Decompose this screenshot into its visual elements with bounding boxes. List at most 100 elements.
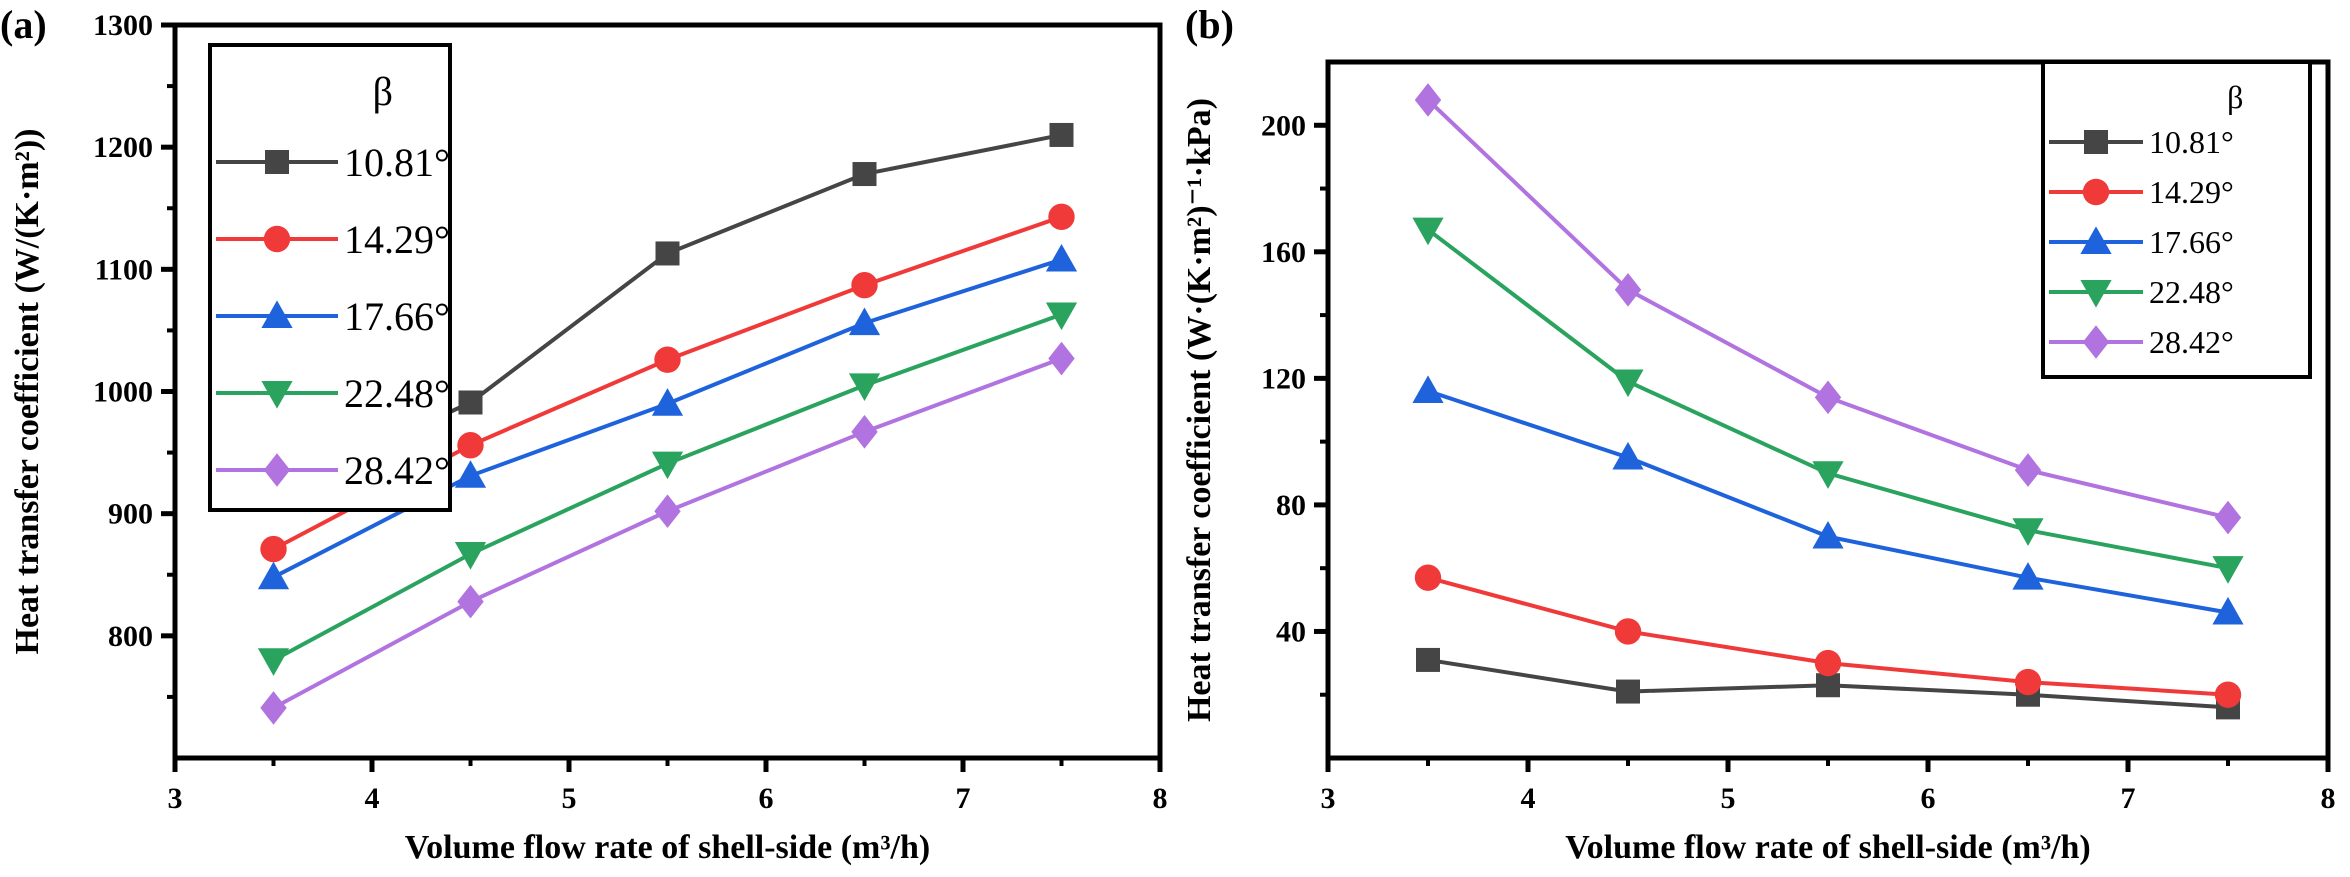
square-marker <box>655 241 680 266</box>
square-marker <box>1049 122 1074 147</box>
y-tick-label: 800 <box>108 620 153 653</box>
x-tick-label: 5 <box>1721 782 1736 815</box>
circle-marker <box>260 535 287 563</box>
series-2842 <box>1414 83 2242 535</box>
diamond-marker <box>1048 341 1075 376</box>
square-marker <box>265 150 289 174</box>
legend-label: 17.66° <box>344 294 450 339</box>
diamond-marker <box>1414 83 1442 117</box>
triangle-up-marker <box>1045 243 1078 272</box>
diamond-marker <box>260 691 287 725</box>
circle-marker <box>2214 681 2242 708</box>
y-tick-label: 1200 <box>93 131 153 164</box>
y-tick-label: 1000 <box>93 376 153 409</box>
y-tick-label: 80 <box>1276 489 1306 522</box>
x-tick-label: 5 <box>562 782 577 815</box>
x-tick-label: 6 <box>759 782 774 815</box>
x-tick-label: 4 <box>1521 782 1536 815</box>
legend-label: 28.42° <box>344 448 450 493</box>
x-axis-title: Volume flow rate of shell-side (m³/h) <box>1565 829 2091 866</box>
legend-frame <box>2041 60 2312 379</box>
legend-label: 22.48° <box>2149 274 2234 310</box>
diamond-marker <box>654 494 681 529</box>
y-tick-label: 160 <box>1261 236 1306 269</box>
triangle-up-marker <box>2080 226 2112 254</box>
triangle-up-marker <box>1612 441 1644 470</box>
x-tick-label: 7 <box>2121 782 2136 815</box>
square-marker <box>1416 647 1440 672</box>
x-tick-label: 3 <box>168 782 183 815</box>
x-tick-label: 4 <box>365 782 380 815</box>
triangle-down-marker <box>1412 217 1444 246</box>
triangle-down-marker <box>257 648 290 676</box>
legend-label: 10.81° <box>344 140 450 185</box>
legend: β 10.81° 14.29° 17.66° 22.48° 28.42° <box>208 43 452 512</box>
panel-label: (b) <box>1185 2 1234 47</box>
circle-marker <box>1414 564 1442 591</box>
circle-marker <box>2082 178 2110 206</box>
triangle-up-marker <box>1412 375 1444 404</box>
x-tick-label: 8 <box>1153 782 1168 815</box>
y-tick-label: 40 <box>1276 615 1306 648</box>
y-tick-label: 1100 <box>95 253 153 286</box>
square-marker <box>458 390 483 415</box>
triangle-down-marker <box>848 373 881 401</box>
diamond-marker <box>2082 325 2110 359</box>
diamond-marker <box>1614 272 1642 307</box>
triangle-down-marker <box>1812 461 1844 489</box>
panel-a: (a) 3 4 5 6 7 8 800 900 1000 1100 1200 1300 Volume fl… <box>0 2 1168 866</box>
y-axis-title: Heat transfer coefficient (W/(K·m²)) <box>9 129 46 655</box>
series-line <box>1427 389 2229 615</box>
diamond-marker <box>1814 380 1842 415</box>
triangle-down-marker <box>2080 280 2112 308</box>
diamond-marker <box>457 584 484 619</box>
legend-label: 22.48° <box>344 371 450 416</box>
diamond-marker <box>2214 500 2242 535</box>
legend-title: β <box>2227 79 2243 115</box>
triangle-down-marker <box>2212 556 2244 584</box>
triangle-down-marker <box>651 451 684 480</box>
legend: β 10.81° 14.29° 17.66° 22.48° 28.42° <box>2041 60 2312 379</box>
circle-marker <box>1614 618 1642 645</box>
x-tick-label: 3 <box>1321 782 1336 815</box>
triangle-up-marker <box>848 307 881 336</box>
series-1081 <box>1416 647 2240 720</box>
circle-marker <box>457 432 484 459</box>
panel-b: (b) 3 4 5 6 7 8 40 80 120 160 200 Volume flow rate o… <box>1181 2 2336 866</box>
triangle-down-marker <box>2012 518 2044 546</box>
series-2248 <box>1412 217 2244 584</box>
series-2842 <box>260 341 1075 725</box>
series-2248 <box>257 302 1078 676</box>
circle-marker <box>1048 203 1075 231</box>
diamond-marker <box>263 453 291 487</box>
y-tick-label: 120 <box>1261 362 1306 395</box>
triangle-down-marker <box>261 381 293 409</box>
triangle-up-marker <box>454 460 487 488</box>
circle-marker <box>1814 649 1842 677</box>
y-tick-label: 200 <box>1261 109 1306 142</box>
triangle-up-marker <box>2212 596 2244 625</box>
square-marker <box>852 162 877 187</box>
legend-label: 14.29° <box>2149 174 2234 210</box>
y-tick-label: 900 <box>108 498 153 531</box>
x-tick-label: 6 <box>1921 782 1936 815</box>
circle-marker <box>2014 668 2042 696</box>
legend-label: 17.66° <box>2149 224 2234 260</box>
legend-label: 14.29° <box>344 217 450 262</box>
circle-marker <box>654 346 681 373</box>
circle-marker <box>263 225 291 253</box>
square-marker <box>1616 679 1640 704</box>
y-tick-label: 1300 <box>93 9 153 42</box>
legend-frame <box>208 43 452 512</box>
triangle-up-marker <box>261 300 293 328</box>
triangle-up-marker <box>1812 520 1844 549</box>
legend-label: 10.81° <box>2149 124 2234 160</box>
y-axis-title: Heat transfer coefficient (W·(K·m²)⁻¹·kP… <box>1181 98 1218 722</box>
circle-marker <box>851 272 878 299</box>
x-axis-title: Volume flow rate of shell-side (m³/h) <box>405 829 931 866</box>
legend-label: 28.42° <box>2149 324 2234 360</box>
triangle-up-marker <box>257 561 290 590</box>
square-marker <box>1816 673 1840 698</box>
series-1429 <box>1414 564 2242 708</box>
